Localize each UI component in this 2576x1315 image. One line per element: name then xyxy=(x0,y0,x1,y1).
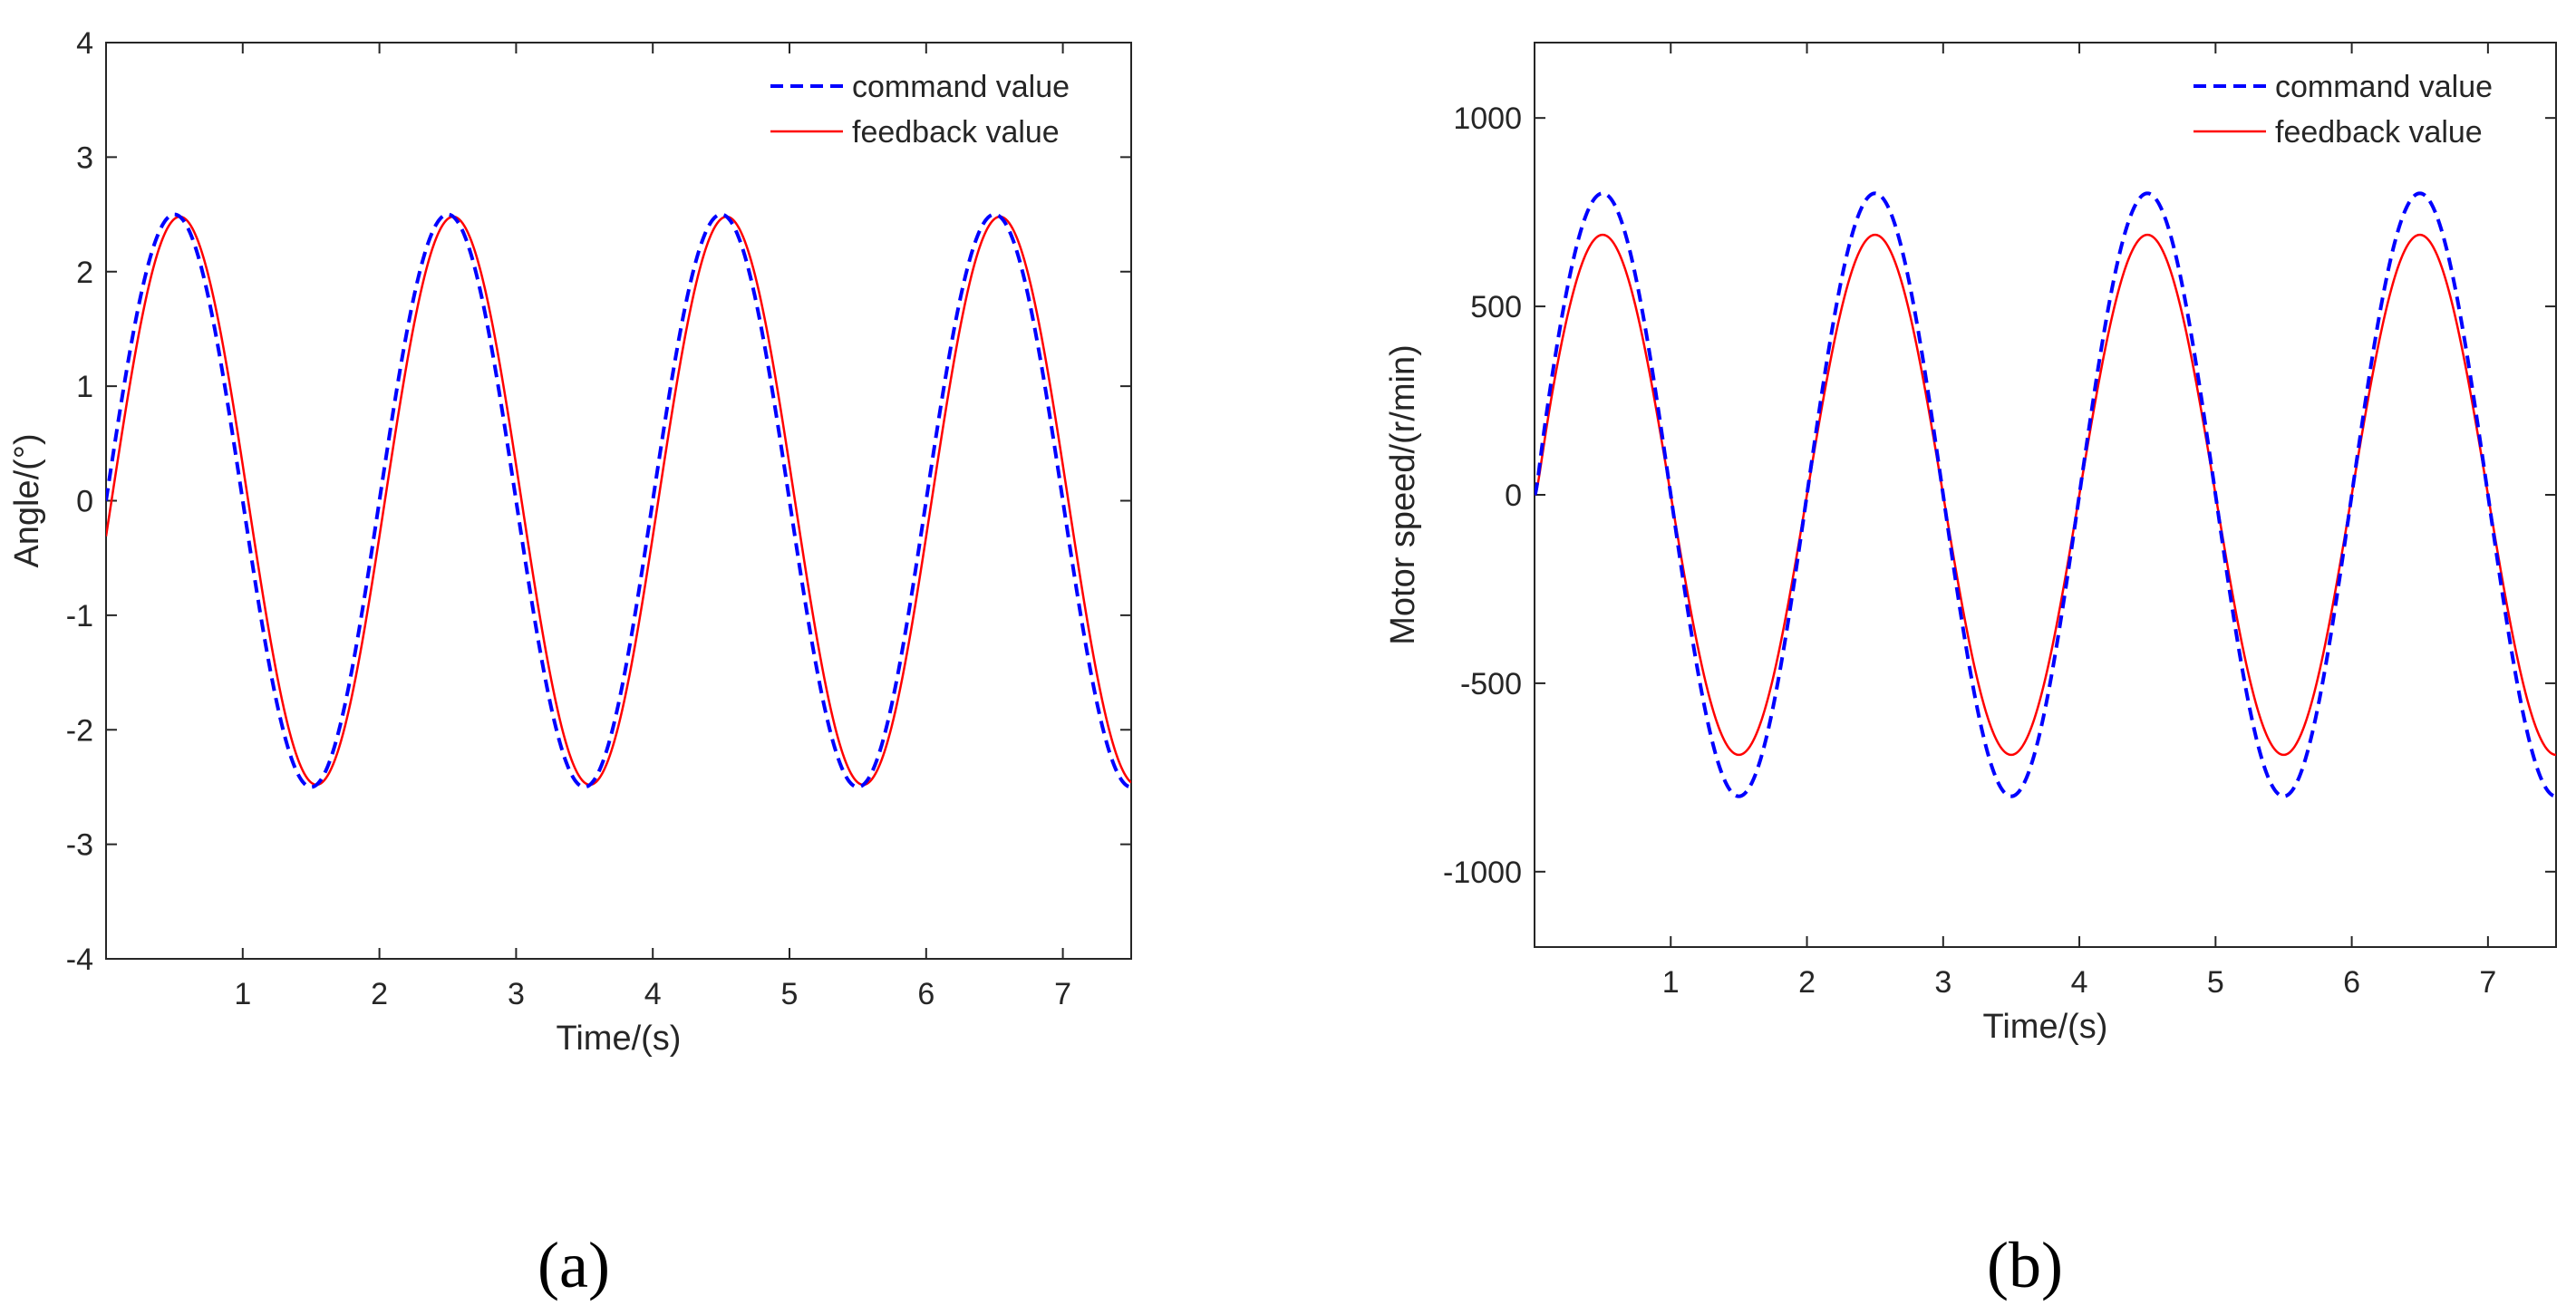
y-tick-label: -1000 xyxy=(1443,856,1522,890)
y-tick-label: 3 xyxy=(76,140,93,175)
x-tick-label: 3 xyxy=(1934,965,1951,1000)
legend: command value feedback value xyxy=(2193,70,2493,150)
y-tick-label: -4 xyxy=(66,943,93,977)
series-line-command xyxy=(106,212,1131,789)
y-tick-label: 500 xyxy=(1470,290,1522,324)
y-tick-label: 2 xyxy=(76,256,93,290)
x-tick-label: 6 xyxy=(917,977,935,1011)
legend-label: feedback value xyxy=(852,115,1060,150)
chart-panel-b: 1 2 3 4 5 6 7 -1000 -500 0 500 1000 Time/(s) Motor sp… xyxy=(1384,42,2557,1046)
x-tick-label: 1 xyxy=(1662,965,1680,1000)
legend-label: feedback value xyxy=(2275,115,2483,150)
axes-box xyxy=(1534,42,2557,948)
x-tick-label: 3 xyxy=(508,977,525,1011)
x-tick-label: 2 xyxy=(1798,965,1816,1000)
y-tick-label: -500 xyxy=(1460,667,1522,701)
x-tick-label: 4 xyxy=(644,977,662,1011)
x-axis-label: Time/(s) xyxy=(557,1020,682,1058)
x-axis-label: Time/(s) xyxy=(1983,1008,2108,1046)
y-axis-label: Motor speed/(r/min) xyxy=(1384,344,1422,645)
y-tick-label: -3 xyxy=(66,828,93,863)
axes-box xyxy=(105,42,1132,960)
x-tick-label: 7 xyxy=(2479,965,2496,1000)
legend: command value feedback value xyxy=(770,70,1070,150)
x-tick-label: 2 xyxy=(371,977,388,1011)
y-tick-label: 1 xyxy=(76,370,93,404)
y-tick-label: 0 xyxy=(1505,479,1522,513)
x-tick-label: 5 xyxy=(781,977,799,1011)
x-tick-label: 7 xyxy=(1054,977,1071,1011)
series-line-command xyxy=(1535,191,2556,798)
chart-panel-a: 1 2 3 4 5 6 7 -4 -3 -2 -1 0 1 2 3 4 Time/(s) Angle/(°) com… xyxy=(8,26,1132,1058)
series-line-feedback xyxy=(106,215,1131,787)
y-tick-label: -1 xyxy=(66,599,93,633)
caption-b: (b) xyxy=(1987,1229,2063,1301)
series-line-feedback xyxy=(1535,233,2556,757)
y-tick-label: -2 xyxy=(66,713,93,748)
legend-label: command value xyxy=(2275,70,2493,104)
legend-label: command value xyxy=(852,70,1070,104)
y-tick-label: 1000 xyxy=(1453,102,1522,136)
y-tick-label: 4 xyxy=(76,26,93,61)
y-axis-label: Angle/(°) xyxy=(8,433,46,567)
x-tick-label: 5 xyxy=(2207,965,2224,1000)
y-tick-label: 0 xyxy=(76,485,93,519)
x-tick-label: 4 xyxy=(2071,965,2088,1000)
caption-a: (a) xyxy=(537,1229,610,1301)
x-tick-label: 1 xyxy=(234,977,251,1011)
x-tick-label: 6 xyxy=(2343,965,2360,1000)
